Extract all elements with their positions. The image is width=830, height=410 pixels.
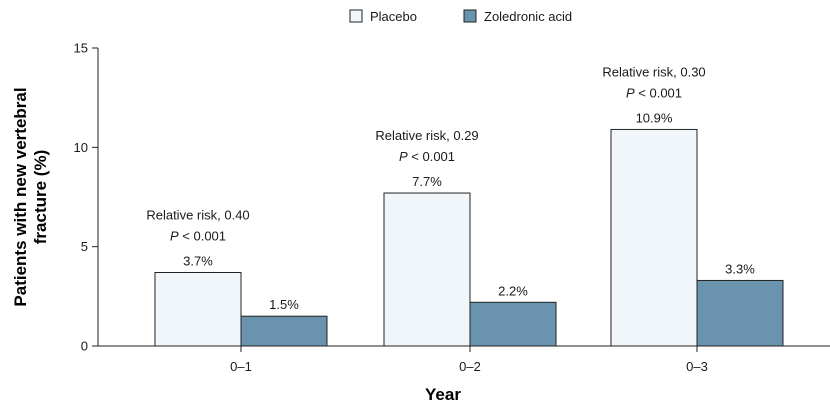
bar-placebo: [610, 128, 698, 347]
relative-risk-label: Relative risk, 0.29: [375, 128, 478, 143]
bar-zoledronic-acid: [696, 279, 784, 347]
data-label: 3.7%: [183, 253, 213, 268]
bar-zoledronic-acid: [240, 315, 328, 347]
data-labels: 3.7% 7.7% 10.9% 1.5% 2.2% 3.3%: [183, 110, 755, 312]
bar-zoledronic-acid: [469, 301, 557, 347]
y-axis-title-line: fracture (%): [31, 150, 50, 244]
bar-placebo: [383, 192, 471, 347]
y-tick-label: 10: [74, 140, 88, 155]
relative-risk-label: Relative risk, 0.30: [602, 64, 705, 79]
x-tick-label: 0–3: [686, 359, 708, 374]
data-label: 1.5%: [269, 297, 299, 312]
x-tick-label: 0–1: [230, 359, 252, 374]
y-tick-label: 5: [81, 239, 88, 254]
legend-label: Placebo: [370, 9, 417, 24]
data-label: 2.2%: [498, 283, 528, 298]
legend-swatch: [349, 9, 363, 23]
y-axis-title-line: Patients with new vertebral: [11, 87, 30, 306]
p-value-label: P < 0.001: [170, 228, 226, 243]
bar-placebo: [154, 271, 242, 347]
x-axis-title: Year: [425, 385, 461, 404]
data-label: 3.3%: [725, 261, 755, 276]
x-tick-label: 0–2: [459, 359, 481, 374]
annotations: Relative risk, 0.40 P < 0.001 Relative ris…: [146, 64, 705, 243]
p-value-label: P < 0.001: [399, 149, 455, 164]
data-label: 7.7%: [412, 174, 442, 189]
legend-swatch: [463, 9, 477, 23]
legend: Placebo Zoledronic acid: [349, 9, 572, 24]
p-value-label: P < 0.001: [626, 85, 682, 100]
y-tick-label: 15: [74, 41, 88, 56]
data-label: 10.9%: [636, 110, 673, 125]
y-axis-title: Patients with new vertebral fracture (%): [11, 87, 50, 306]
bars: [154, 128, 784, 347]
relative-risk-label: Relative risk, 0.40: [146, 207, 249, 222]
y-tick-label: 0: [81, 339, 88, 354]
legend-label: Zoledronic acid: [484, 9, 572, 24]
